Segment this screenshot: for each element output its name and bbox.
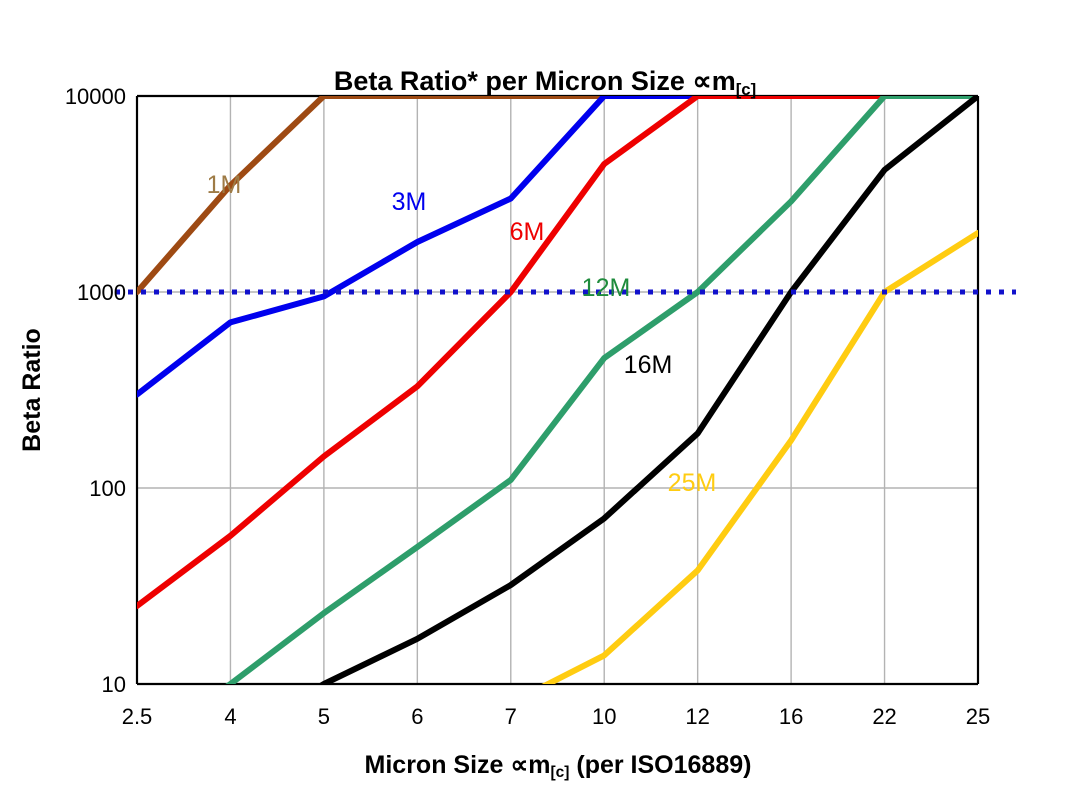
x-tick-label: 22 [872, 704, 896, 729]
y-tick-label: 100 [89, 476, 126, 501]
x-axis-title-symbol: ∝m [510, 751, 550, 779]
x-tick-label: 16 [779, 704, 803, 729]
chart-title: Beta Ratio* per Micron Size ∝m[c] [334, 66, 756, 99]
x-tick-label: 10 [592, 704, 616, 729]
chart-title-subscript: [c] [736, 80, 756, 99]
x-tick-label: 5 [318, 704, 330, 729]
y-tick-label: 1000 [77, 280, 126, 305]
x-axis-title-subscript: [c] [550, 764, 569, 781]
series-line-6m [137, 96, 978, 609]
x-tick-label: 7 [505, 704, 517, 729]
x-tick-label: 6 [411, 704, 423, 729]
plot-frame [135, 94, 980, 686]
y-tick-label: 10000 [65, 84, 126, 109]
y-axis-title: Beta Ratio [18, 328, 46, 452]
series-inline-labels: 1M 3M 6M 12M 16M 25M [207, 171, 717, 497]
x-tick-label: 25 [966, 704, 990, 729]
series-label-12m: 12M [582, 274, 631, 302]
x-tick-labels: 2.5 4 5 6 7 10 12 16 22 25 [122, 704, 991, 729]
x-axis-title: Micron Size ∝m[c] (per ISO16889) [365, 751, 752, 781]
chart-title-main: Beta Ratio* per Micron Size [334, 66, 693, 96]
series-layer [137, 96, 978, 684]
series-label-16m: 16M [624, 351, 673, 379]
x-axis-title-part1: Micron Size [365, 751, 511, 779]
series-label-25m: 25M [668, 469, 717, 497]
series-label-6m: 6M [510, 218, 545, 246]
series-line-12m [225, 96, 978, 684]
series-line-1m [137, 96, 978, 295]
series-label-3m: 3M [392, 188, 427, 216]
series-line-3m [137, 96, 978, 398]
gridlines [137, 96, 978, 684]
y-tick-labels: 10 100 1000 10000 [65, 84, 126, 697]
series-label-1m: 1M [207, 171, 242, 199]
chart-title-symbol: ∝m [692, 66, 735, 96]
plot-area-background [137, 96, 978, 684]
x-tick-label: 12 [685, 704, 709, 729]
x-tick-label: 4 [224, 704, 236, 729]
series-line-16m [318, 96, 978, 684]
y-tick-label: 10 [102, 672, 126, 697]
series-line-25m [541, 230, 978, 684]
x-axis-title-part2: (per ISO16889) [569, 751, 751, 779]
x-tick-label: 2.5 [122, 704, 153, 729]
